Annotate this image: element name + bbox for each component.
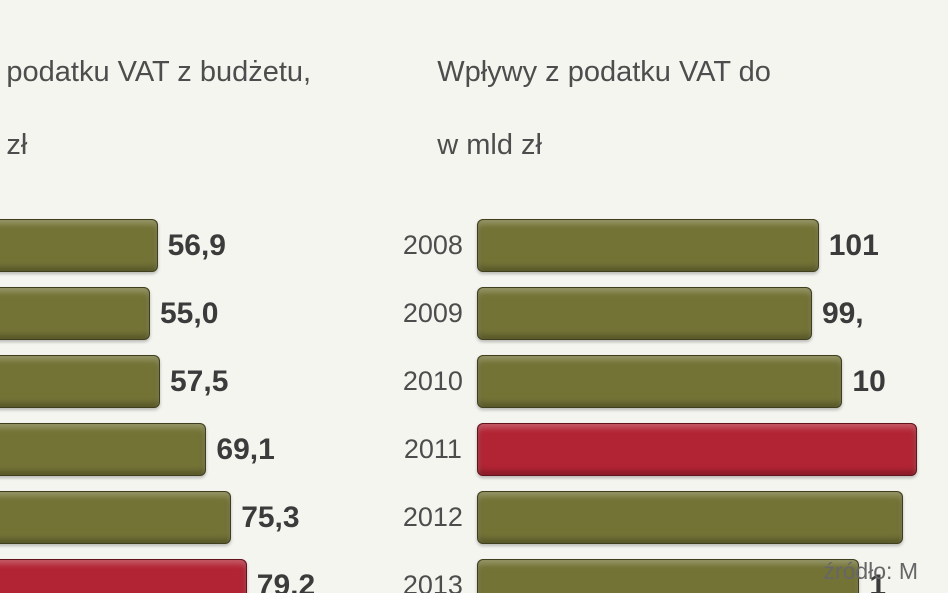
right-bars-area: 2008101200999,2010102011201220131: [389, 219, 948, 593]
left-chart-panel: podatku VAT z budżetu, zł 56,955,057,569…: [0, 0, 339, 593]
bar-row: 2008101: [389, 219, 948, 272]
bar-track: 99,: [477, 287, 812, 340]
left-title-line2: zł: [0, 129, 27, 161]
bar-value-label: 69,1: [216, 433, 274, 467]
bar-track: 79,2: [0, 559, 247, 593]
bar-fill: [477, 287, 812, 340]
bar-value-label: 75,3: [241, 501, 299, 535]
bar-value-label: 55,0: [160, 297, 218, 331]
bar-track: 57,5: [0, 355, 160, 408]
bar-track: 101: [477, 219, 819, 272]
bar-fill: [477, 559, 859, 593]
bar-value-label: 99,: [822, 297, 864, 331]
bar-fill: [477, 355, 843, 408]
bar-row: 79,2: [0, 559, 339, 593]
source-label: źródło: M: [823, 558, 918, 585]
year-label: 2013: [389, 570, 477, 593]
year-label: 2008: [389, 230, 477, 261]
bar-fill: [477, 491, 903, 544]
bar-value-label: 56,9: [168, 229, 226, 263]
bar-fill: [477, 219, 819, 272]
bar-value-label: 79,2: [257, 569, 315, 593]
right-chart-panel: Wpływy z podatku VAT do w mld zł 2008101…: [389, 0, 948, 593]
bar-track: 69,1: [0, 423, 206, 476]
year-label: 2010: [389, 366, 477, 397]
bar-track: [477, 491, 903, 544]
bar-row: 57,5: [0, 355, 339, 408]
bar-row: 75,3: [0, 491, 339, 544]
charts-container: podatku VAT z budżetu, zł 56,955,057,569…: [0, 0, 948, 593]
bar-fill: [0, 491, 231, 544]
bar-row: 200999,: [389, 287, 948, 340]
bar-track: [477, 423, 917, 476]
bar-row: 2011: [389, 423, 948, 476]
bar-row: 2012: [389, 491, 948, 544]
left-title-line1: podatku VAT z budżetu,: [0, 56, 311, 88]
bar-track: 55,0: [0, 287, 150, 340]
bar-row: 55,0: [0, 287, 339, 340]
bar-row: 201010: [389, 355, 948, 408]
bar-track: 10: [477, 355, 843, 408]
bar-fill: [0, 287, 150, 340]
bar-fill: [0, 559, 247, 593]
bar-fill: [0, 219, 158, 272]
year-label: 2009: [389, 298, 477, 329]
bar-value-label: 101: [829, 229, 879, 263]
bar-fill: [0, 355, 160, 408]
bar-fill: [0, 423, 206, 476]
year-label: 2012: [389, 502, 477, 533]
bar-value-label: 57,5: [170, 365, 228, 399]
bar-row: 69,1: [0, 423, 339, 476]
bar-value-label: 10: [852, 365, 885, 399]
right-title-line2: w mld zł: [437, 129, 542, 161]
right-title-line1: Wpływy z podatku VAT do: [437, 56, 779, 88]
bar-track: 56,9: [0, 219, 158, 272]
bar-row: 56,9: [0, 219, 339, 272]
bar-track: 75,3: [0, 491, 231, 544]
left-bars-area: 56,955,057,569,175,379,2: [0, 219, 339, 593]
right-chart-title: Wpływy z podatku VAT do w mld zł: [389, 18, 948, 199]
left-chart-title: podatku VAT z budżetu, zł: [0, 18, 339, 199]
bar-fill: [477, 423, 917, 476]
year-label: 2011: [389, 434, 477, 465]
bar-track: 1: [477, 559, 859, 593]
